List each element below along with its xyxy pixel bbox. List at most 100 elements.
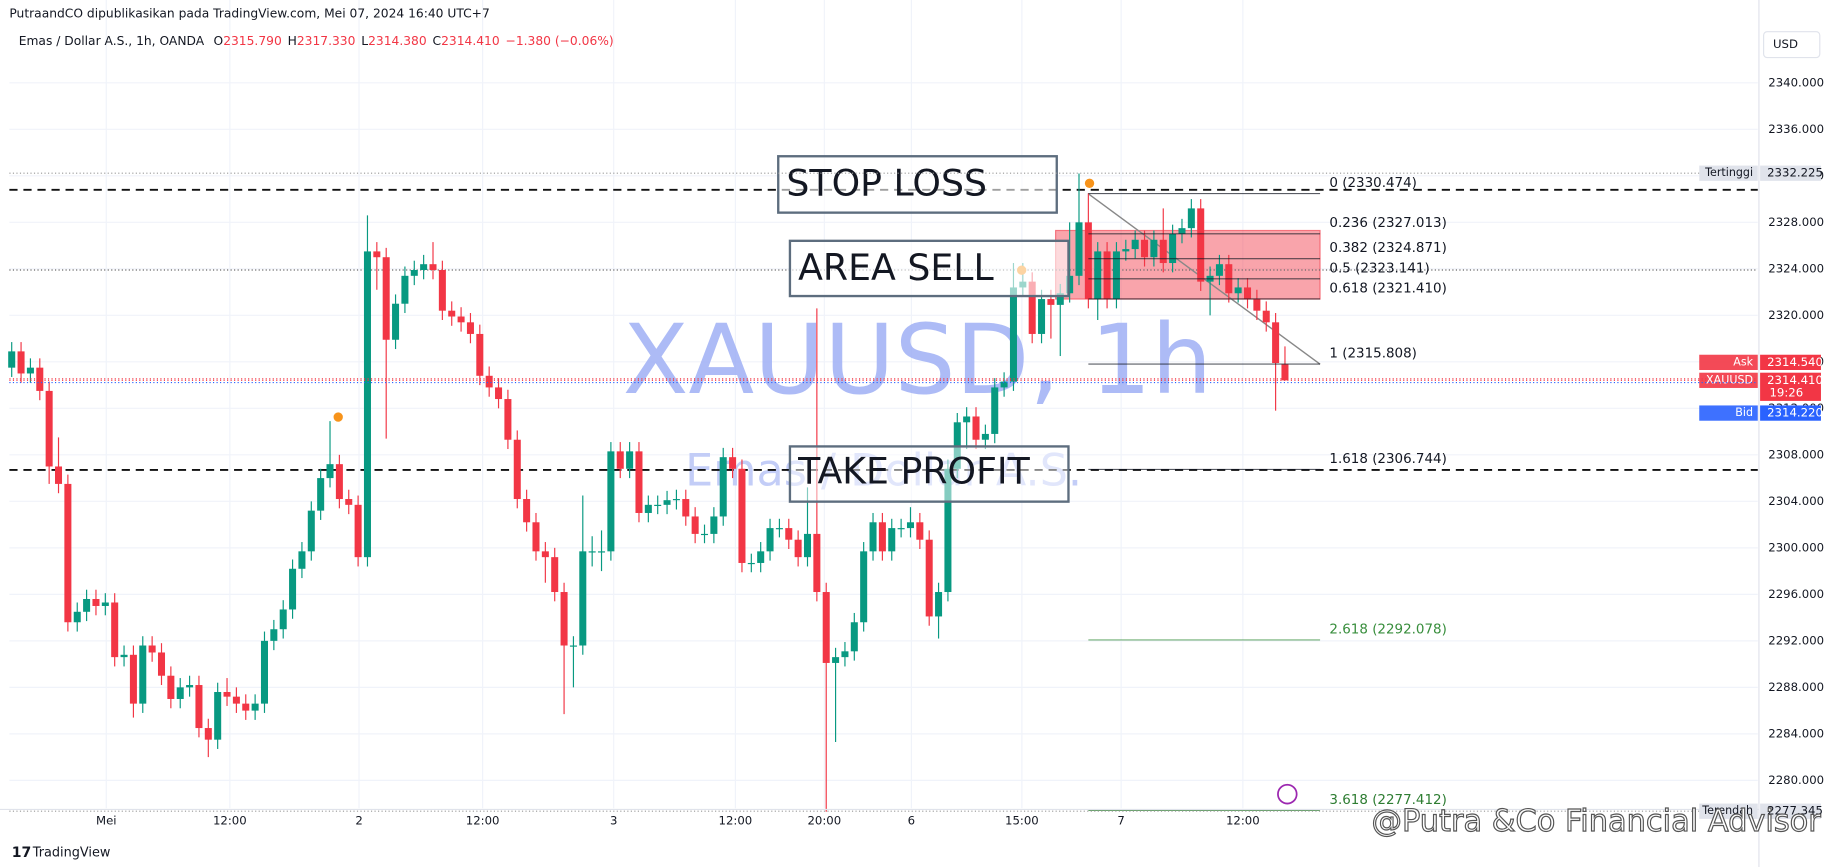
y-tick-label: 2288.000 (1768, 680, 1824, 694)
fib-label: 0.236 (2327.013) (1329, 215, 1446, 231)
candle-body (457, 316, 465, 323)
candle-body (766, 528, 774, 552)
y-tick-label: 2292.000 (1768, 633, 1824, 647)
tag-name: Terendah (1701, 804, 1753, 817)
candle-body (775, 528, 783, 530)
annotation-text: STOP LOSS (786, 162, 987, 205)
x-tick-label: 2 (355, 814, 362, 828)
fib-label: 0.5 (2323.141) (1329, 260, 1429, 276)
publisher: PutraandCO dipublikasikan pada TradingVi… (9, 7, 489, 21)
candle-body (1253, 299, 1261, 311)
currency-button[interactable]: USD (1763, 31, 1821, 59)
candle-body (223, 692, 231, 697)
candle-body (663, 500, 671, 505)
ohlc-label: L (361, 34, 368, 48)
y-tick-label: 2308.000 (1768, 447, 1824, 461)
candle-body (307, 510, 315, 552)
x-tick-label: 15:00 (1005, 814, 1039, 828)
candle-body (878, 522, 886, 552)
candle-body (64, 483, 72, 623)
y-tick-label: 2284.000 (1768, 726, 1824, 740)
y-tick-label: 2296.000 (1768, 587, 1824, 601)
candle-body (598, 551, 606, 553)
y-tick-label: 2324.000 (1768, 261, 1824, 275)
candle-body (935, 592, 943, 617)
candle-body (813, 533, 821, 593)
symbol: Emas / Dollar A.S., 1h, OANDA (19, 34, 205, 48)
candle-body (45, 390, 53, 467)
ohlc-label: O (214, 34, 224, 48)
candle-body (972, 416, 980, 440)
y-tick-label: 2340.000 (1768, 75, 1824, 89)
candle-body (1103, 251, 1111, 300)
candles (8, 173, 1289, 812)
candle-body (991, 387, 999, 434)
tag-name: Bid (1735, 406, 1753, 419)
tag-name: XAUUSD (1706, 373, 1753, 386)
candle-body (944, 468, 952, 593)
tag-value: 2332.225 (1767, 166, 1823, 180)
tv-logo: TradingView (32, 845, 111, 860)
tag-name-box (1699, 354, 1758, 371)
candle-body (616, 451, 624, 469)
candle-body (73, 611, 81, 623)
candle-body (279, 609, 287, 630)
candle-body (326, 464, 334, 479)
candle-body (1215, 264, 1223, 276)
candle-body (841, 651, 849, 658)
y-tick-label: 2320.000 (1768, 308, 1824, 322)
currency[interactable]: USD (1773, 37, 1798, 51)
grid (9, 0, 1758, 809)
candle-body (981, 433, 989, 440)
tag-value-box (1760, 405, 1821, 421)
tag-value-box (1760, 354, 1821, 371)
candle-body (860, 551, 868, 623)
button-frame[interactable] (1763, 31, 1821, 59)
fib-label: 0.618 (2321.410) (1329, 280, 1446, 296)
symbol-line: Emas / Dollar A.S., 1h, OANDA O2315.790 H2… (19, 34, 614, 48)
candle-body (541, 551, 549, 558)
candle-body (157, 652, 166, 676)
ohlc-value: 2315.790 (223, 34, 282, 48)
candle-body (803, 533, 812, 558)
candle-body (373, 251, 381, 258)
candle-body (420, 264, 428, 271)
candle-body (1000, 381, 1008, 388)
candle-body (148, 645, 156, 653)
candle-body (822, 592, 830, 663)
credit-watermark: @Putra &Co Financial Advisor (1372, 804, 1822, 839)
candle-body (691, 516, 699, 534)
candle-body (906, 522, 914, 529)
candle-body (392, 303, 400, 340)
x-tick-label: 12:00 (213, 814, 247, 828)
candle-body (1272, 322, 1280, 364)
x-tick-label: 7 (1117, 814, 1124, 828)
candle-body (8, 351, 16, 368)
candle-body (682, 499, 690, 517)
candle-body (710, 516, 718, 534)
fib-label: 2.618 (2292.078) (1329, 621, 1446, 637)
y-tick-label: 2304.000 (1768, 494, 1824, 508)
candle-body (1169, 233, 1177, 264)
candle-body (504, 399, 512, 440)
candle-body (1197, 208, 1205, 282)
candle-body (729, 457, 737, 469)
tag-value-box (1760, 372, 1821, 401)
tag-name: Ask (1733, 355, 1753, 368)
candle-body (672, 499, 680, 501)
candle-body (26, 367, 34, 374)
candle-body (785, 528, 793, 540)
ohlc-label: H (288, 34, 297, 48)
tag-value: 2314.540 (1767, 355, 1823, 369)
candle-body (36, 367, 44, 391)
candle-body (588, 551, 596, 553)
change: −1.380 (−0.06%) (506, 34, 614, 48)
candle-body (317, 478, 325, 511)
candle-body (523, 499, 531, 523)
ohlc-value: 2317.330 (297, 34, 356, 48)
candle-body (1009, 287, 1017, 382)
candle-body (916, 522, 924, 540)
candle-body (897, 528, 905, 530)
